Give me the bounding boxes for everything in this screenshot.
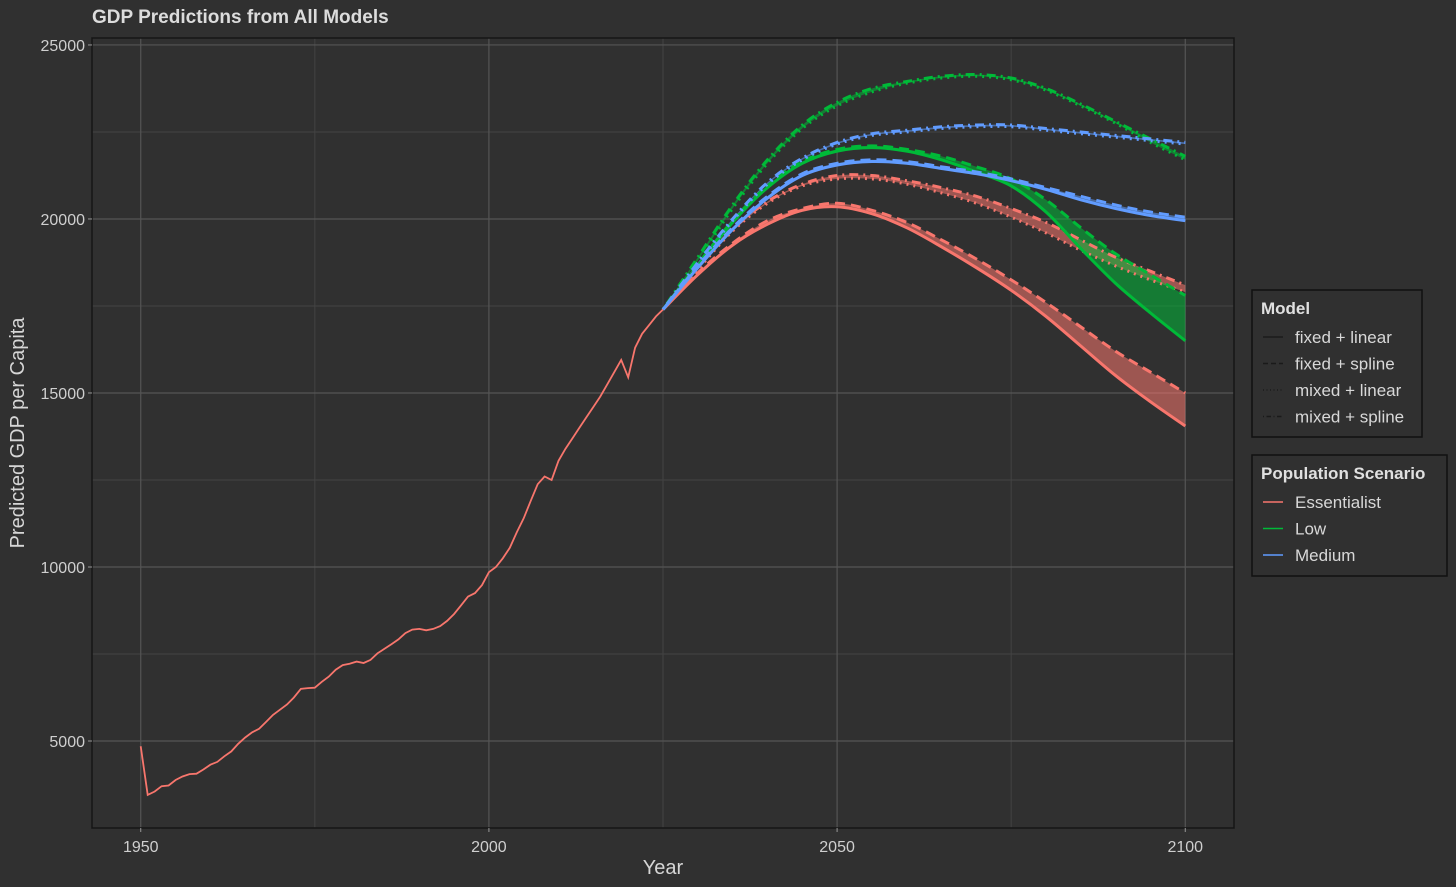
legend-scenario-title: Population Scenario [1261, 464, 1425, 483]
series-lines [139, 72, 1187, 797]
legend-model: Model fixed + linear fixed + spline mixed … [1251, 289, 1423, 438]
y-tick-label: 10000 [41, 560, 86, 577]
band-low-fixed [663, 145, 1186, 341]
panel-border [91, 37, 1235, 829]
legend-model-label: fixed + linear [1295, 328, 1392, 347]
legend-scenario-items: Essentialist Low Medium [1263, 493, 1381, 565]
series-medium-fixed-spline [661, 158, 1186, 311]
legend-model-label: mixed + linear [1295, 381, 1402, 400]
legend-model-label: fixed + spline [1295, 355, 1395, 374]
y-tick-label: 20000 [41, 212, 86, 229]
x-axis-ticks: 1950 2000 2050 2100 [123, 828, 1203, 856]
y-tick-label: 25000 [41, 38, 86, 55]
legend-scenario-box [1251, 454, 1448, 577]
x-tick-label: 2050 [819, 839, 855, 856]
legend-model-title: Model [1261, 299, 1310, 318]
legend-scenario-label: Low [1295, 520, 1327, 539]
x-axis-title: Year [643, 857, 684, 879]
y-axis-ticks: 5000 10000 15000 20000 25000 [41, 38, 92, 751]
legend-scenario: Population Scenario Essentialist Low Mediu… [1251, 454, 1448, 577]
series-low-fixed-spline [661, 144, 1187, 311]
legend-scenario-label: Essentialist [1295, 493, 1381, 512]
series-essentialist-fixed-spline [661, 201, 1187, 395]
legend-model-items: fixed + linear fixed + spline mixed + line… [1263, 328, 1404, 427]
x-tick-label: 1950 [123, 839, 159, 856]
chart-title: GDP Predictions from All Models [92, 7, 389, 28]
legend-model-label: mixed + spline [1295, 408, 1404, 427]
x-tick-label: 2100 [1167, 839, 1203, 856]
y-tick-label: 5000 [49, 734, 85, 751]
y-tick-label: 15000 [41, 386, 86, 403]
y-axis-title: Predicted GDP per Capita [7, 317, 29, 549]
historical-gdp-line [139, 308, 664, 797]
series-essentialist-fixed-linear [661, 205, 1187, 428]
series-low-mixed-spline [661, 72, 1186, 311]
x-tick-label: 2000 [471, 839, 507, 856]
legend-scenario-label: Medium [1295, 546, 1355, 565]
series-medium-mixed-spline [661, 123, 1186, 311]
grid [92, 38, 1234, 828]
series-essentialist-mixed-linear [661, 176, 1186, 311]
